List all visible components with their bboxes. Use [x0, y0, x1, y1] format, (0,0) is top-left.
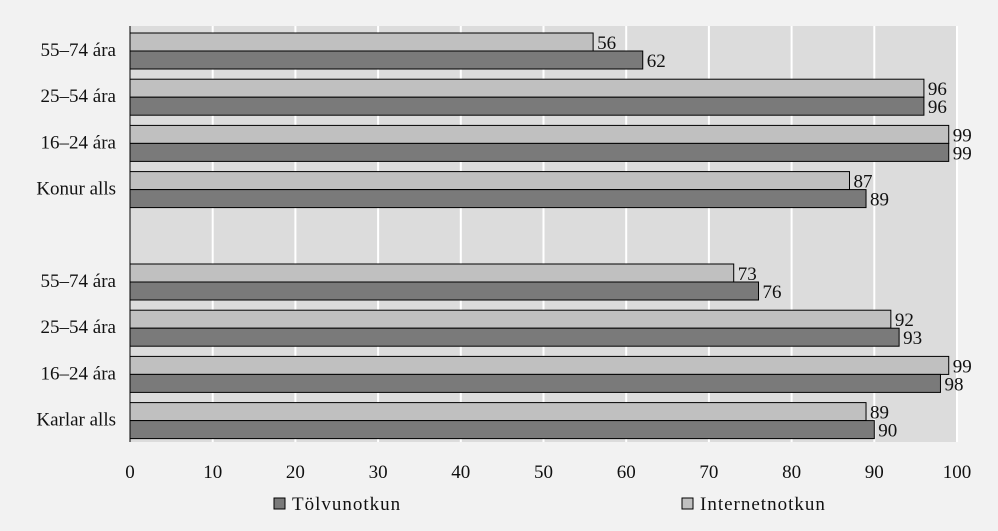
category-label: Konur alls [36, 179, 116, 200]
category-label: 25–54 ára [41, 86, 117, 107]
x-tick-label: 90 [865, 462, 884, 483]
data-label: 99 [953, 125, 972, 146]
x-tick-label: 80 [782, 462, 801, 483]
bar [129, 189, 867, 209]
data-label: 76 [763, 282, 782, 303]
data-label: 56 [597, 33, 616, 54]
bar [129, 402, 867, 422]
bar [129, 420, 875, 440]
x-tick-label: 50 [534, 462, 553, 483]
category-label: Karlar alls [36, 410, 116, 431]
bar [129, 96, 925, 116]
data-label: 99 [953, 356, 972, 377]
bar [129, 124, 950, 144]
bar [129, 309, 892, 329]
bar [129, 373, 941, 393]
bar [129, 50, 644, 70]
data-label: 90 [878, 421, 897, 442]
bar [129, 263, 735, 283]
bar [129, 355, 950, 375]
x-tick-label: 0 [125, 462, 135, 483]
legend-label: Internetnotkun [700, 494, 826, 515]
bar [129, 32, 594, 52]
data-label: 62 [647, 51, 666, 72]
x-tick-label: 10 [203, 462, 222, 483]
bar [129, 171, 850, 191]
x-tick-label: 30 [369, 462, 388, 483]
category-label: 25–54 ára [41, 317, 117, 338]
data-label: 96 [928, 79, 947, 100]
bar [129, 142, 950, 162]
legend-label: Tölvunotkun [292, 494, 401, 515]
legend-swatch [681, 497, 694, 510]
bar [129, 78, 925, 98]
data-label: 89 [870, 190, 889, 211]
category-label: 16–24 ára [41, 363, 117, 384]
x-tick-label: 40 [451, 462, 470, 483]
category-label: 55–74 ára [41, 40, 117, 61]
data-label: 73 [738, 264, 757, 285]
category-label: 16–24 ára [41, 132, 117, 153]
data-label: 93 [903, 328, 922, 349]
data-label: 98 [944, 374, 963, 395]
data-label: 92 [895, 310, 914, 331]
bar [129, 281, 760, 301]
data-label: 99 [953, 143, 972, 164]
data-label: 87 [853, 172, 872, 193]
x-tick-label: 20 [286, 462, 305, 483]
legend-swatch [273, 497, 286, 510]
x-tick-label: 100 [943, 462, 972, 483]
data-label: 96 [928, 97, 947, 118]
bar [129, 327, 900, 347]
data-label: 89 [870, 403, 889, 424]
x-tick-label: 60 [617, 462, 636, 483]
x-tick-label: 70 [699, 462, 718, 483]
category-label: 55–74 ára [41, 271, 117, 292]
